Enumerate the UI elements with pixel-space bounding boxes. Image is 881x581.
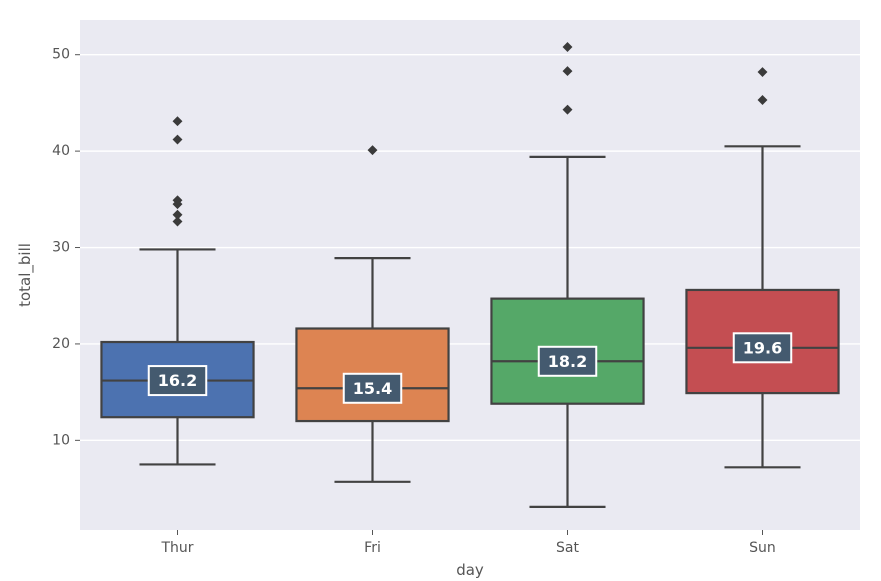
x-tick-label: Fri	[364, 540, 381, 556]
x-axis-label: day	[456, 561, 484, 579]
y-tick-label: 50	[52, 47, 70, 63]
x-tick-label: Thur	[160, 540, 193, 556]
boxplot-chart: 10 20 30 40 50 Thur Fri Sat Sun total_billday 16.2…	[0, 0, 881, 581]
median-badge-text: 15.4	[353, 379, 392, 398]
y-tick-label: 40	[52, 143, 70, 159]
y-tick-label: 30	[52, 240, 70, 256]
chart-svg: 10 20 30 40 50 Thur Fri Sat Sun total_billday 16.2…	[0, 0, 881, 581]
median-badge-text: 18.2	[548, 352, 587, 371]
y-axis-label: total_bill	[16, 243, 35, 307]
plot-background	[80, 20, 860, 530]
x-tick-label: Sun	[749, 540, 776, 556]
median-badge-text: 16.2	[158, 371, 197, 390]
median-badge-text: 19.6	[743, 338, 782, 357]
y-tick-label: 20	[52, 336, 70, 352]
y-tick-label: 10	[52, 432, 70, 448]
x-tick-label: Sat	[556, 540, 579, 556]
